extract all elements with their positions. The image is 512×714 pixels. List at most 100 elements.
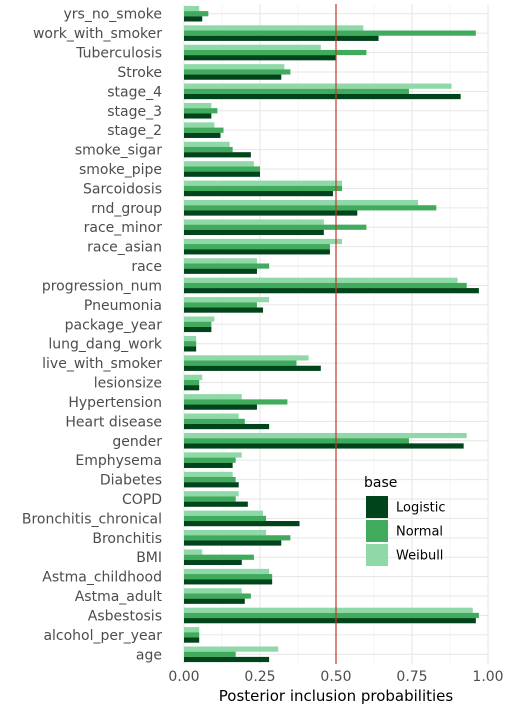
legend: base Logistic Normal Weibull [364,475,445,566]
category-label: Bronchitis_chronical [22,511,162,527]
bar-logistic-emphysema [184,462,233,468]
legend-title: base [364,475,397,491]
bar-logistic-gender [184,443,464,449]
category-label: Bronchitis [92,531,162,547]
x-tick-label: 0.50 [320,669,351,685]
category-label: Astma_adult [75,589,163,605]
bar-normal-smoke-sigar [184,146,233,153]
bar-logistic-bmi [184,559,242,566]
bar-weibull-race-asian [184,238,343,245]
bar-logistic-stage-2 [184,132,221,138]
category-label: smoke_pipe [79,162,162,178]
bar-logistic-stage-3 [184,113,212,119]
category-label: alcohol_per_year [43,628,162,644]
bar-weibull-diabetes [184,471,233,477]
bar-logistic-smoke-pipe [184,171,260,177]
bar-weibull-lung-dang-work [184,335,197,342]
bar-normal-lung-dang-work [184,341,197,347]
x-tick-label: 0.25 [244,669,275,685]
category-label: Stroke [117,65,162,81]
bar-weibull-work-with-smoker [184,25,364,31]
bar-weibull-stage-2 [184,122,215,128]
bar-normal-copd [184,496,236,502]
bar-logistic-rnd-group [184,210,358,216]
bar-logistic-yrs-no-smoke [184,16,203,22]
bar-weibull-rnd-group [184,200,419,206]
category-label: rnd_group [91,201,162,217]
bar-logistic-diabetes [184,482,239,488]
category-label: package_year [65,317,163,333]
category-label: Heart disease [65,414,162,430]
bar-weibull-astma-adult [184,588,242,594]
bar-logistic-race-minor [184,229,324,236]
bar-weibull-bronchitis-chronical [184,510,264,516]
category-label: BMI [136,550,162,566]
category-label: Pneumonia [84,298,162,314]
legend-label-weibull: Weibull [396,549,443,564]
bar-normal-diabetes [184,476,236,483]
bar-logistic-bronchitis [184,540,282,546]
bar-normal-stage-3 [184,108,218,114]
bar-normal-rnd-group [184,205,437,211]
legend-label-normal: Normal [396,525,443,540]
bar-logistic-package-year [184,326,212,333]
bar-weibull-lesionsize [184,374,203,380]
bar-logistic-bronchitis-chronical [184,521,300,527]
bar-logistic-astma-childhood [184,579,273,585]
bar-normal-smoke-pipe [184,166,260,172]
bar-weibull-heart-disease [184,413,239,419]
legend-key-logistic [366,496,388,518]
bar-logistic-age [184,656,270,663]
bar-logistic-smoke-sigar [184,152,251,158]
bar-logistic-live-with-smoker [184,365,321,371]
bar-normal-tuberculosis [184,49,367,56]
bar-normal-sarcoidosis [184,185,343,192]
bar-normal-hypertension [184,399,288,405]
bar-normal-progression-num [184,282,467,289]
bar-logistic-pneumonia [184,307,264,313]
category-label: race_asian [87,240,162,256]
category-labels: yrs_no_smoke work_with_smoker Tuberculosis… [22,7,163,664]
bar-weibull-sarcoidosis [184,180,343,186]
bar-weibull-pneumonia [184,297,270,303]
category-label: Asbestosis [88,608,162,624]
category-label: Tuberculosis [75,46,162,62]
bar-logistic-race [184,268,257,274]
bar-normal-bronchitis [184,535,291,541]
bar-normal-package-year [184,321,212,327]
bar-normal-work-with-smoker [184,30,476,36]
bar-weibull-package-year [184,316,215,322]
legend-key-weibull [366,544,388,566]
category-label: race_minor [84,220,163,236]
bar-logistic-work-with-smoker [184,35,379,41]
bar-weibull-emphysema [184,452,242,458]
category-label: live_with_smoker [42,356,162,372]
bar-logistic-race-asian [184,249,330,255]
bar-weibull-bmi [184,549,203,555]
bar-weibull-stroke [184,64,285,70]
category-label: yrs_no_smoke [64,7,163,23]
bar-logistic-asbestosis [184,618,476,624]
bar-normal-lesionsize [184,379,200,386]
bars [184,5,479,663]
bar-weibull-live-with-smoker [184,355,309,361]
bar-normal-race-asian [184,244,330,250]
bar-weibull-tuberculosis [184,44,321,50]
category-label: lesionsize [94,376,162,392]
category-label: stage_4 [107,84,162,100]
bar-normal-stage-2 [184,127,224,133]
bar-normal-bmi [184,554,254,560]
bar-weibull-astma-childhood [184,568,270,575]
bar-weibull-gender [184,432,467,439]
bar-weibull-yrs-no-smoke [184,5,200,12]
bar-logistic-stage-4 [184,93,461,100]
category-label: Emphysema [75,453,162,469]
bar-normal-live-with-smoker [184,360,297,366]
bar-weibull-smoke-pipe [184,161,254,167]
bar-normal-race [184,263,270,269]
bar-weibull-hypertension [184,394,242,400]
bar-weibull-race [184,258,257,264]
bar-normal-stroke [184,69,291,75]
bar-weibull-age [184,646,279,652]
bar-normal-astma-childhood [184,574,273,580]
